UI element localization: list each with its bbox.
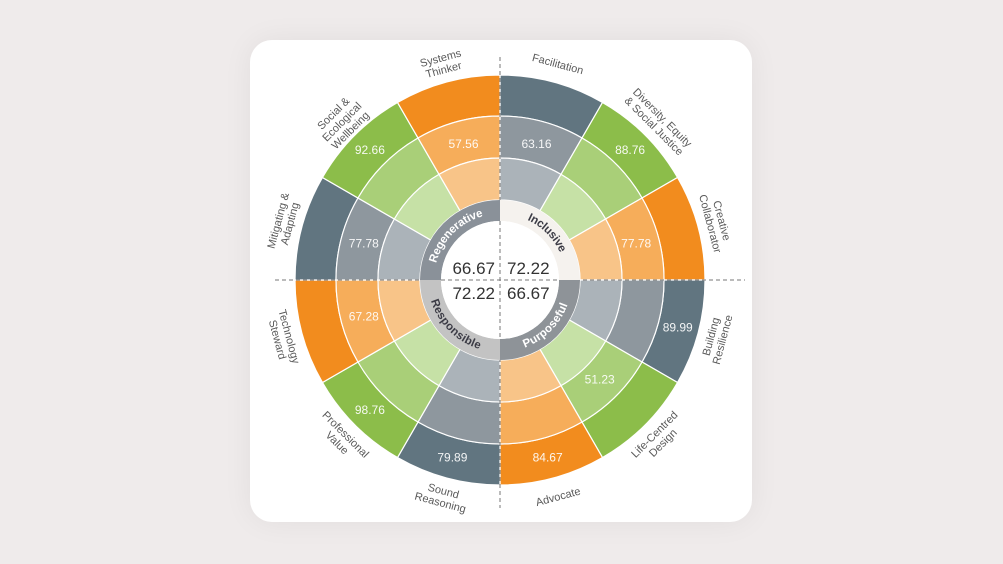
segment-value: 84.67 (533, 451, 563, 465)
quadrant-score-purposeful: 66.67 (507, 284, 550, 303)
quadrant-ring (500, 280, 580, 360)
quadrant-ring (420, 200, 500, 280)
segment-value: 79.89 (437, 451, 467, 465)
segment-label: Facilitation (531, 52, 585, 77)
segment-label: Advocate (535, 486, 582, 509)
quadrant-score-regenerative: 66.67 (452, 259, 495, 278)
segment-systems-thinker: 57.56 SystemsThinker (396, 47, 501, 212)
segment-value: 77.78 (621, 237, 651, 251)
quadrant-score-responsible: 72.22 (452, 284, 495, 303)
segment-value: 63.16 (521, 137, 551, 151)
segment-value: 51.23 (585, 373, 615, 387)
segment-value: 92.66 (355, 143, 385, 157)
segment-value: 67.28 (349, 309, 379, 323)
segment-value: 88.76 (615, 143, 645, 157)
segment-label: SystemsThinker (419, 47, 466, 81)
segment-value: 98.76 (355, 403, 385, 417)
segment-label: SoundReasoning (413, 479, 470, 516)
segment-label: TechnologySteward (264, 308, 302, 368)
quadrant-ring (500, 200, 580, 280)
segment-value: 77.78 (349, 237, 379, 251)
quadrant-ring (420, 280, 500, 360)
segment-building-resilience: 89.99 BuildingResilience (568, 279, 735, 384)
quadrant-score-inclusive: 72.22 (507, 259, 550, 278)
segment-value: 57.56 (448, 137, 478, 151)
segment-label: BuildingResilience (699, 311, 735, 366)
segment-value: 89.99 (663, 321, 693, 335)
